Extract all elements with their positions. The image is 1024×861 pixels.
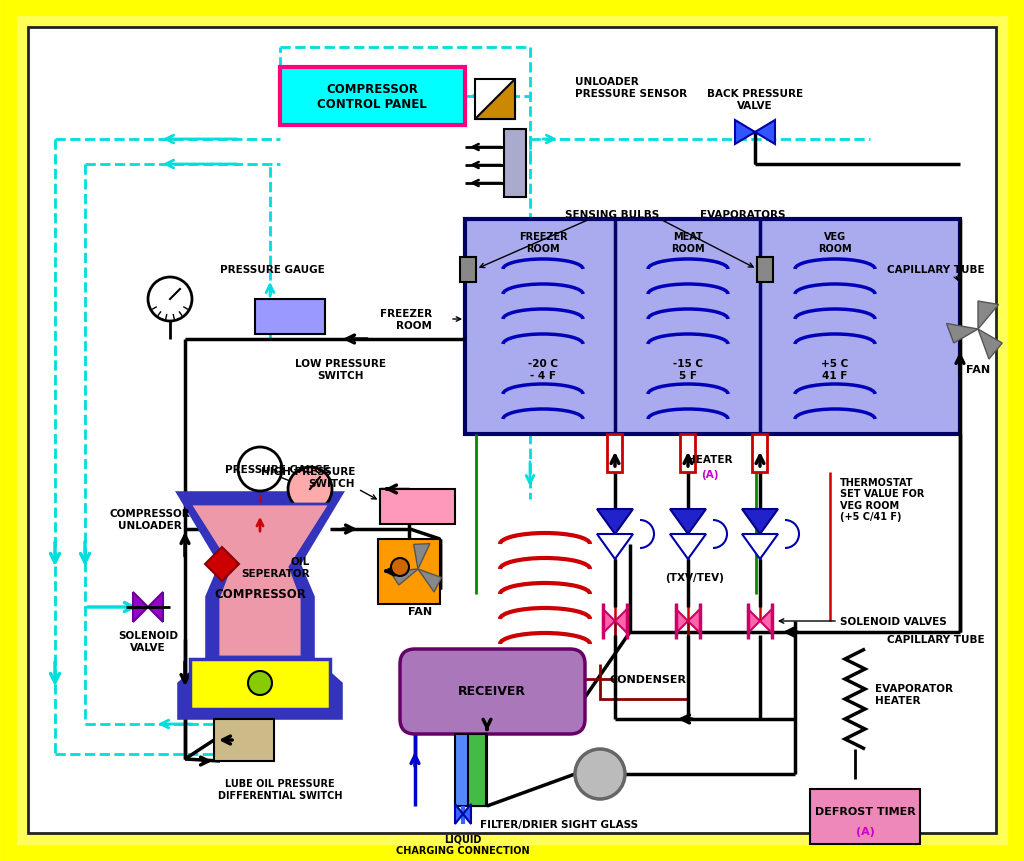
Text: +5 C
41 F: +5 C 41 F xyxy=(821,359,849,381)
FancyBboxPatch shape xyxy=(607,435,622,473)
FancyBboxPatch shape xyxy=(468,734,486,806)
Text: FILTER/DRIER: FILTER/DRIER xyxy=(480,819,558,829)
Text: HIGH PRESSURE
SWITCH: HIGH PRESSURE SWITCH xyxy=(261,467,355,488)
FancyBboxPatch shape xyxy=(752,435,767,473)
Text: LIQUID
CHARGING CONNECTION: LIQUID CHARGING CONNECTION xyxy=(396,833,529,855)
FancyBboxPatch shape xyxy=(460,257,476,282)
Text: THERMOSTAT
SET VALUE FOR
VEG ROOM
(+5 C/41 F): THERMOSTAT SET VALUE FOR VEG ROOM (+5 C/… xyxy=(840,477,925,522)
Text: UNLOADER
PRESSURE SENSOR: UNLOADER PRESSURE SENSOR xyxy=(575,77,687,99)
Polygon shape xyxy=(755,121,775,145)
Polygon shape xyxy=(418,569,441,592)
Text: (TXV/TEV): (TXV/TEV) xyxy=(666,573,724,582)
Text: EVAPORATOR
HEATER: EVAPORATOR HEATER xyxy=(874,684,953,705)
Text: SOLENOID
VALVE: SOLENOID VALVE xyxy=(118,630,178,652)
Text: MEAT
ROOM: MEAT ROOM xyxy=(671,232,705,253)
Polygon shape xyxy=(597,535,633,560)
Text: FAN: FAN xyxy=(966,364,990,375)
Circle shape xyxy=(248,672,272,695)
Text: DEFROST TIMER: DEFROST TIMER xyxy=(815,806,915,816)
Text: EVAPORATORS: EVAPORATORS xyxy=(700,210,785,220)
Text: CAPILLARY TUBE: CAPILLARY TUBE xyxy=(888,635,985,644)
FancyBboxPatch shape xyxy=(455,734,487,806)
FancyBboxPatch shape xyxy=(400,649,585,734)
Polygon shape xyxy=(148,592,163,623)
Polygon shape xyxy=(180,494,340,717)
FancyBboxPatch shape xyxy=(810,789,920,844)
Text: COMPRESSOR: COMPRESSOR xyxy=(214,588,306,601)
Text: RECEIVER: RECEIVER xyxy=(458,684,526,697)
Polygon shape xyxy=(735,121,755,145)
Text: VEG
ROOM: VEG ROOM xyxy=(818,232,852,253)
Text: CAPILLARY TUBE: CAPILLARY TUBE xyxy=(888,264,985,275)
FancyBboxPatch shape xyxy=(378,539,440,604)
Text: -20 C
- 4 F: -20 C - 4 F xyxy=(528,359,558,381)
Circle shape xyxy=(238,448,282,492)
Text: LUBE OIL PRESSURE
DIFFERENTIAL SWITCH: LUBE OIL PRESSURE DIFFERENTIAL SWITCH xyxy=(218,778,342,800)
Text: LOW PRESSURE
SWITCH: LOW PRESSURE SWITCH xyxy=(295,359,385,381)
Polygon shape xyxy=(742,510,778,535)
Polygon shape xyxy=(597,510,633,535)
Polygon shape xyxy=(670,535,706,560)
Text: PRESSURE GAUGE: PRESSURE GAUGE xyxy=(225,464,330,474)
Text: COMPRESSOR
UNLOADER: COMPRESSOR UNLOADER xyxy=(110,509,190,530)
Text: COMPRESSOR
CONTROL PANEL: COMPRESSOR CONTROL PANEL xyxy=(317,83,427,111)
Text: HEATER: HEATER xyxy=(687,455,733,464)
Polygon shape xyxy=(676,610,688,633)
Polygon shape xyxy=(760,610,772,633)
Polygon shape xyxy=(414,544,430,569)
Text: SIGHT GLASS: SIGHT GLASS xyxy=(561,819,639,829)
FancyBboxPatch shape xyxy=(680,435,695,473)
FancyBboxPatch shape xyxy=(380,489,455,524)
Polygon shape xyxy=(463,804,471,824)
Polygon shape xyxy=(946,324,978,344)
Circle shape xyxy=(391,558,409,576)
FancyBboxPatch shape xyxy=(190,660,330,709)
Polygon shape xyxy=(603,610,615,633)
Polygon shape xyxy=(978,301,998,330)
Polygon shape xyxy=(205,548,239,581)
Text: (A): (A) xyxy=(701,469,719,480)
Text: PRESSURE GAUGE: PRESSURE GAUGE xyxy=(220,264,325,275)
FancyBboxPatch shape xyxy=(280,68,465,126)
Polygon shape xyxy=(190,505,330,657)
Polygon shape xyxy=(742,535,778,560)
Text: SOLENOID VALVES: SOLENOID VALVES xyxy=(840,616,947,626)
FancyBboxPatch shape xyxy=(214,719,274,761)
Text: OIL
SEPERATOR: OIL SEPERATOR xyxy=(242,556,310,578)
FancyBboxPatch shape xyxy=(8,8,1016,853)
Text: SENSING BULBS: SENSING BULBS xyxy=(565,210,659,220)
Polygon shape xyxy=(748,610,760,633)
Text: -15 C
5 F: -15 C 5 F xyxy=(673,359,703,381)
Polygon shape xyxy=(615,610,627,633)
Text: CONDENSER: CONDENSER xyxy=(610,674,687,684)
FancyBboxPatch shape xyxy=(504,130,526,198)
Polygon shape xyxy=(475,80,515,120)
Text: FREEZER
ROOM: FREEZER ROOM xyxy=(519,232,567,253)
Polygon shape xyxy=(978,330,1002,360)
Polygon shape xyxy=(688,610,700,633)
Circle shape xyxy=(288,468,332,511)
FancyBboxPatch shape xyxy=(465,220,959,435)
Text: (A): (A) xyxy=(856,826,874,836)
Polygon shape xyxy=(475,80,515,120)
Text: FAN: FAN xyxy=(408,606,432,616)
Polygon shape xyxy=(670,510,706,535)
Polygon shape xyxy=(133,592,148,623)
Circle shape xyxy=(148,278,193,322)
Text: BACK PRESSURE
VALVE: BACK PRESSURE VALVE xyxy=(707,89,803,111)
Polygon shape xyxy=(455,804,463,824)
Text: FREEZER
ROOM: FREEZER ROOM xyxy=(380,309,432,331)
FancyBboxPatch shape xyxy=(28,28,996,833)
FancyBboxPatch shape xyxy=(757,257,773,282)
FancyBboxPatch shape xyxy=(255,300,325,335)
Polygon shape xyxy=(390,569,418,585)
Circle shape xyxy=(575,749,625,799)
